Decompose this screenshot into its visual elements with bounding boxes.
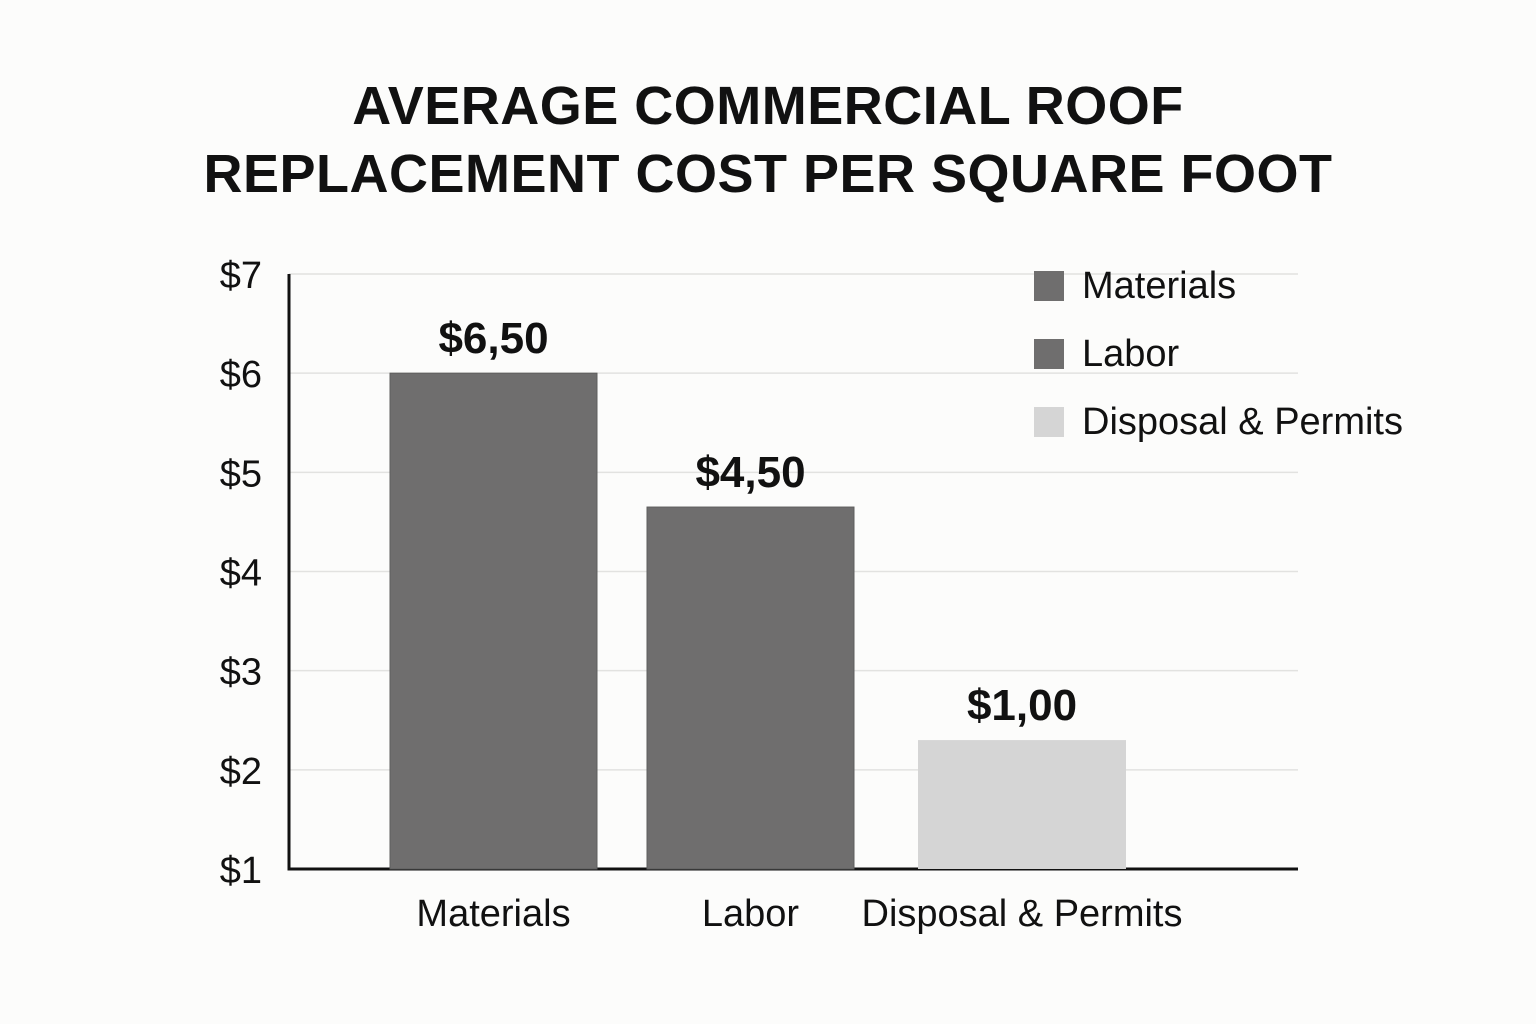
legend-label-disposal-permits: Disposal & Permits — [1082, 400, 1403, 443]
legend-label-materials: Materials — [1082, 264, 1237, 307]
chart-legend: Materials Labor Disposal & Permits — [1034, 252, 1403, 456]
legend-label-labor: Labor — [1082, 332, 1180, 375]
x-category-label: Labor — [702, 893, 800, 935]
chart-title-line-2: REPLACEMENT COST PER SQUARE FOOT — [203, 144, 1333, 204]
x-category-label: Materials — [416, 893, 570, 935]
bar — [389, 372, 598, 870]
legend-item-disposal-permits: Disposal & Permits — [1034, 388, 1403, 456]
chart-title: AVERAGE COMMERCIAL ROOF REPLACEMENT COST… — [0, 72, 1536, 208]
bar-value-label: $6,50 — [438, 314, 548, 363]
bar-value-label: $4,50 — [695, 448, 805, 497]
x-category-label: Disposal & Permits — [862, 893, 1183, 935]
y-tick-label: $7 — [220, 255, 262, 297]
y-tick-label: $4 — [220, 553, 262, 595]
legend-swatch-disposal-permits — [1034, 407, 1064, 437]
y-tick-label: $3 — [220, 652, 262, 694]
chart-title-line-1: AVERAGE COMMERCIAL ROOF — [352, 76, 1184, 136]
legend-item-materials: Materials — [1034, 252, 1403, 320]
bar-value-label: $1,00 — [967, 681, 1077, 730]
y-tick-label: $1 — [220, 850, 262, 892]
y-tick-label: $2 — [220, 751, 262, 793]
legend-swatch-labor — [1034, 339, 1064, 369]
legend-swatch-materials — [1034, 271, 1064, 301]
legend-item-labor: Labor — [1034, 320, 1403, 388]
bar — [646, 506, 855, 870]
y-tick-label: $6 — [220, 354, 262, 396]
y-tick-label: $5 — [220, 453, 262, 495]
bar — [918, 740, 1126, 869]
